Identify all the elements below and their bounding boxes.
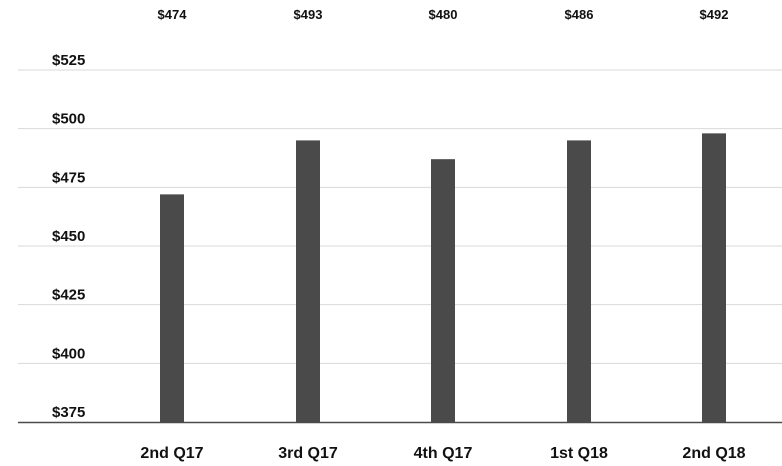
data-label: $474 bbox=[158, 7, 188, 22]
y-tick-label: $375 bbox=[52, 404, 85, 421]
bar bbox=[296, 140, 320, 422]
data-label: $493 bbox=[294, 7, 323, 22]
data-label: $486 bbox=[565, 7, 594, 22]
x-axis-category-labels: 2nd Q17 3rd Q17 4th Q17 1st Q18 2nd Q18 bbox=[140, 445, 745, 462]
y-tick-label: $475 bbox=[52, 169, 85, 186]
y-tick-label: $425 bbox=[52, 287, 85, 304]
y-tick-label: $500 bbox=[52, 111, 85, 128]
x-category-label: 2nd Q17 bbox=[140, 445, 203, 462]
y-tick-label: $400 bbox=[52, 345, 85, 362]
x-category-label: 1st Q18 bbox=[550, 445, 608, 462]
y-tick-label: $525 bbox=[52, 52, 85, 69]
x-category-label: 2nd Q18 bbox=[682, 445, 745, 462]
data-labels: $474 $493 $480 $486 $492 bbox=[158, 7, 729, 22]
gridlines bbox=[18, 69, 782, 364]
data-label: $480 bbox=[429, 7, 458, 22]
x-category-label: 4th Q17 bbox=[414, 445, 473, 462]
bar bbox=[160, 194, 184, 422]
x-category-label: 3rd Q17 bbox=[278, 445, 338, 462]
bar bbox=[702, 133, 726, 423]
y-tick-label: $450 bbox=[52, 228, 85, 245]
data-label: $492 bbox=[700, 7, 729, 22]
bars bbox=[160, 133, 726, 423]
bar bbox=[431, 159, 455, 422]
bar bbox=[567, 140, 591, 422]
y-axis-tick-labels: $375 $400 $425 $450 $475 $500 $525 bbox=[52, 52, 85, 421]
